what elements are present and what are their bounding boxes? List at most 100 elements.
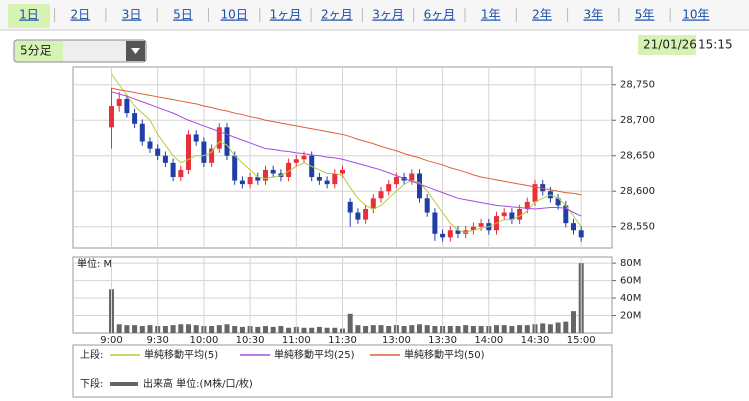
volume-bar	[517, 325, 523, 333]
candle-body	[571, 223, 576, 231]
candle-body	[501, 212, 507, 217]
candle-body	[332, 173, 338, 185]
legend-box	[72, 344, 613, 398]
volume-bar	[463, 325, 469, 333]
tab-bar	[0, 0, 749, 30]
candle-body	[524, 201, 530, 209]
x-tick-label: 9:00	[100, 335, 122, 346]
candle-body	[378, 191, 384, 199]
candle-body	[347, 201, 353, 213]
volume-bar	[447, 326, 453, 333]
candle-body	[470, 226, 476, 231]
volume-bar	[232, 326, 238, 333]
dropdown-text: 5分足	[20, 44, 52, 58]
legend-label: 単純移動平均(50)	[404, 348, 485, 361]
volume-bar	[332, 327, 338, 333]
volume-bar	[547, 324, 553, 333]
volume-bar	[501, 325, 507, 333]
candle-body	[370, 198, 376, 209]
candle-body	[424, 198, 430, 213]
volume-bar	[424, 325, 430, 333]
legend-heading: 上段:	[80, 348, 103, 361]
volume-bar	[193, 325, 199, 333]
x-tick-label: 14:00	[474, 335, 503, 346]
volume-bar	[178, 324, 184, 333]
volume-bar	[563, 321, 569, 333]
volume-bar	[124, 325, 130, 333]
x-tick-label: 10:00	[189, 335, 218, 346]
candle-body	[239, 180, 245, 185]
candle-body	[124, 98, 130, 114]
tab[interactable]: 1ヶ月	[270, 8, 302, 22]
candle-body	[440, 233, 446, 238]
moving-average-line	[111, 73, 582, 233]
volume-bar	[409, 325, 415, 333]
x-tick-label: 14:30	[521, 335, 550, 346]
candle-body	[517, 208, 523, 220]
volume-bar	[186, 324, 191, 333]
y-tick-label: 28,550	[620, 222, 655, 233]
x-tick-label: 11:00	[282, 335, 311, 346]
tab[interactable]: 3ヶ月	[372, 8, 404, 22]
candle-body	[263, 169, 268, 181]
volume-bar	[116, 324, 122, 333]
candle-body	[532, 184, 538, 202]
tab[interactable]: 3年	[583, 8, 603, 22]
x-tick-label: 13:00	[382, 335, 411, 346]
candle-body	[363, 208, 369, 220]
candle-body	[193, 134, 199, 142]
volume-bar	[494, 325, 499, 333]
candle-body	[155, 148, 161, 156]
tab[interactable]: 10日	[221, 8, 248, 22]
y-tick-label: 28,700	[620, 115, 655, 126]
legend-label: 出来高 単位:(M株/口/枚)	[143, 377, 253, 390]
x-tick-label: 15:00	[567, 335, 596, 346]
x-tick-label: 13:30	[428, 335, 457, 346]
selected-tab-highlight	[8, 4, 50, 28]
candle-body	[286, 162, 292, 178]
candle-body	[247, 177, 253, 185]
y-tick-label: 28,650	[620, 151, 655, 162]
candle-body	[393, 177, 399, 185]
unit-label: 単位: M	[77, 257, 112, 270]
y-tick-label: 60M	[620, 276, 641, 287]
volume-bar	[316, 326, 322, 333]
tab[interactable]: 2ヶ月	[321, 8, 353, 22]
tab[interactable]: 5年	[635, 8, 655, 22]
tab[interactable]: 1日	[19, 8, 39, 22]
tab[interactable]: 2日	[70, 8, 90, 22]
candle-body	[386, 184, 392, 192]
candle-body	[224, 127, 230, 156]
volume-bar	[432, 326, 438, 333]
candle-body	[316, 177, 322, 181]
volume-bar	[270, 326, 276, 333]
volume-bar	[555, 322, 561, 333]
candle-body	[116, 98, 122, 107]
candle-body	[417, 173, 422, 199]
volume-bar	[378, 325, 384, 333]
tab[interactable]: 5日	[173, 8, 193, 22]
tab[interactable]: 10年	[682, 8, 709, 22]
tab[interactable]: 3日	[122, 8, 142, 22]
volume-bar	[401, 326, 407, 333]
moving-average-line	[111, 91, 582, 217]
y-tick-label: 20M	[620, 311, 641, 322]
volume-bar	[509, 326, 515, 333]
y-tick-label: 28,750	[620, 80, 655, 91]
candle-body	[255, 177, 261, 181]
volume-bar	[132, 325, 138, 333]
tab[interactable]: 2年	[532, 8, 552, 22]
volume-bar	[139, 326, 145, 333]
volume-bar	[363, 326, 369, 333]
date-highlight	[638, 35, 696, 55]
candle-body	[132, 113, 138, 124]
volume-bar	[571, 311, 576, 333]
tab[interactable]: 6ヶ月	[424, 8, 456, 22]
tab[interactable]: 1年	[481, 8, 501, 22]
volume-bar	[470, 326, 476, 333]
volume-bar	[417, 324, 422, 333]
volume-bar	[370, 325, 376, 333]
candle-body	[201, 141, 207, 163]
volume-bar	[309, 327, 315, 333]
